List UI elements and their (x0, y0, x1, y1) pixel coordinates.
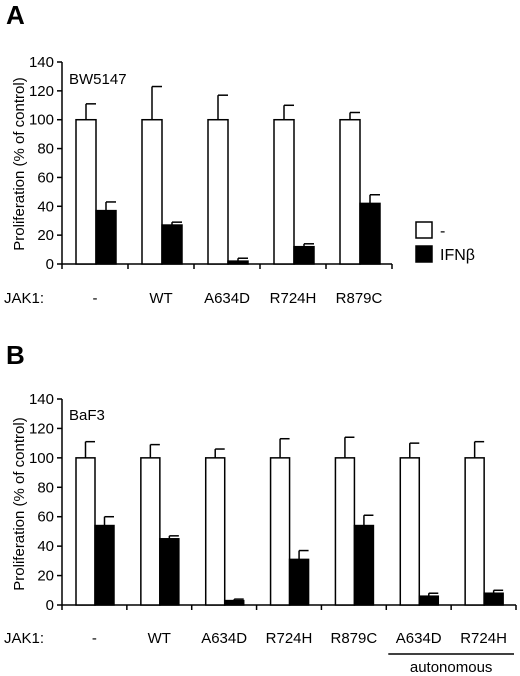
panel-a-y-tick-label: 0 (46, 256, 54, 273)
panel-a-y-tick-label: 20 (37, 227, 54, 244)
panel-a-bar-ifnb (161, 224, 183, 265)
legend-swatch-control (415, 221, 433, 239)
panel-a-row-label: JAK1: (4, 290, 44, 307)
panel-b-cell-line-label: BaF3 (69, 407, 105, 424)
panel-a-category-label: R724H (270, 290, 317, 307)
panel-b-y-tick-label: 40 (37, 538, 54, 555)
panel-a-plot: 0 20 40 60 80 100 120 140 - WT A634D R724H R879C (29, 54, 393, 307)
panel-b-bar-ifnb (94, 524, 115, 606)
panel-a-bar-ifnb (359, 202, 381, 265)
panel-a-category-label: - (93, 290, 98, 307)
panel-a-cell-line-label: BW5147 (69, 71, 127, 88)
panel-b-category-label: - (92, 630, 97, 647)
panel-b-y-tick-label: 60 (37, 509, 54, 526)
panel-b-y-tick-label: 80 (37, 479, 54, 496)
panel-b-y-tick-label: 120 (29, 420, 54, 437)
panel-a-y-axis-label: Proliferation (% of control) (11, 77, 28, 250)
panel-a-bar-control (207, 118, 229, 265)
panel-b-bar-ifnb (418, 595, 440, 606)
panel-b-y-tick-label: 20 (37, 568, 54, 585)
panel-b-category-label: R879C (331, 630, 378, 647)
panel-b-category-label: A634D (396, 630, 442, 647)
panel-b-y-tick-label: 0 (46, 597, 54, 614)
panel-b-y-tick-label: 140 (29, 391, 54, 408)
panel-b-group-annotation-label: autonomous (410, 659, 493, 676)
panel-b-bar-ifnb (288, 558, 310, 606)
panel-a: A Proliferation (% of control) BW5147 JA… (4, 0, 393, 307)
panel-a-label: A (6, 0, 25, 30)
panel-a-y-tick-label: 80 (37, 141, 54, 158)
panel-a-y-tick-label: 100 (29, 112, 54, 129)
panel-b-plot: 0 20 40 60 80 100 120 140 - WT A634D R724H R879C A634… (29, 391, 517, 676)
panel-a-bar-control (141, 118, 163, 265)
panel-b-row-label: JAK1: (4, 630, 44, 647)
panel-a-y-tick-label: 60 (37, 169, 54, 186)
panel-a-category-label: R879C (336, 290, 383, 307)
panel-a-bar-ifnb (95, 209, 117, 265)
panel-b: B Proliferation (% of control) BaF3 JAK1… (4, 340, 517, 676)
legend-swatch-ifnb (415, 245, 433, 263)
panel-b-bar-ifnb (159, 538, 180, 606)
panel-b-category-label: R724H (266, 630, 313, 647)
panel-b-bar-ifnb (223, 599, 245, 606)
panel-b-bar-control (75, 457, 96, 606)
panel-b-bar-ifnb (483, 592, 504, 606)
panel-a-category-label: A634D (204, 290, 250, 307)
panel-a-bar-control (75, 118, 97, 265)
panel-a-y-tick-label: 40 (37, 198, 54, 215)
panel-b-y-axis-label: Proliferation (% of control) (11, 417, 28, 590)
panel-a-y-tick-label: 140 (29, 54, 54, 71)
panel-b-y-tick-label: 100 (29, 450, 54, 467)
panel-b-category-label: R724H (460, 630, 507, 647)
panel-a-bar-ifnb (227, 260, 249, 265)
panel-a-bar-control (273, 118, 295, 265)
panel-b-label: B (6, 340, 25, 370)
panel-a-bar-control (339, 118, 361, 265)
panel-b-bar-ifnb (353, 524, 375, 606)
legend-label-ifnb: IFNβ (440, 247, 475, 264)
legend: - IFNβ (415, 221, 475, 264)
panel-b-bar-control (269, 457, 291, 606)
panel-b-bar-control (399, 457, 421, 606)
panel-b-category-label: WT (148, 630, 171, 647)
panel-b-bar-control (140, 457, 161, 606)
panel-a-category-label: WT (149, 290, 172, 307)
panel-b-bar-control (204, 457, 226, 606)
panel-b-category-label: A634D (201, 630, 247, 647)
panel-a-bar-ifnb (293, 245, 315, 265)
legend-label-control: - (440, 223, 445, 240)
panel-b-bar-control (464, 457, 485, 606)
panel-b-bar-control (334, 457, 356, 606)
panel-a-y-tick-label: 120 (29, 83, 54, 100)
